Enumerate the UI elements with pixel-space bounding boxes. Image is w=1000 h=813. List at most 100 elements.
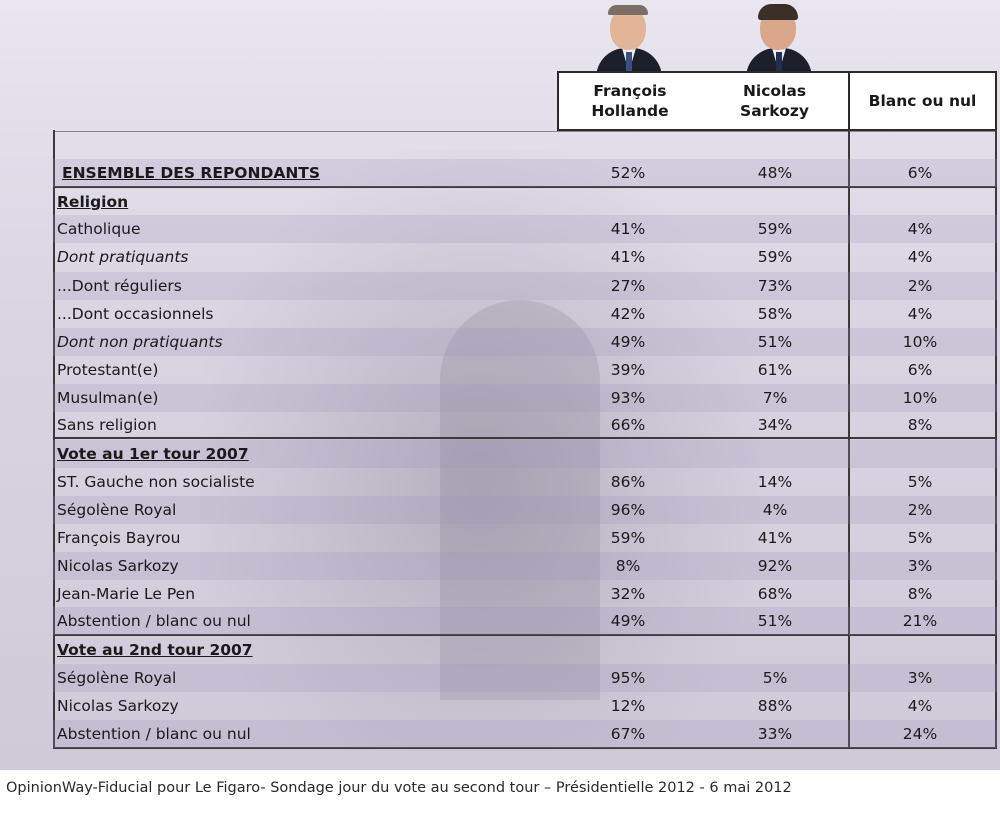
- row-label: Vote au 1er tour 2007: [57, 445, 249, 463]
- header-blanc-ou-nul: Blanc ou nul: [848, 71, 997, 131]
- sarkozy-value: [705, 636, 845, 664]
- top-rule: [53, 131, 997, 132]
- table-row: Abstention / blanc ou nul 67% 33% 24%: [53, 720, 997, 748]
- blanc-value: 5%: [907, 473, 933, 491]
- row-label: Ségolène Royal: [57, 669, 177, 687]
- sarkozy-value: 51%: [757, 612, 793, 630]
- table-row: Protestant(e) 39% 61% 6%: [53, 356, 997, 384]
- hollande-value: 41%: [610, 220, 646, 238]
- hollande-value: [558, 188, 698, 216]
- sarkozy-value: 68%: [757, 585, 793, 603]
- sarkozy-value: 4%: [762, 501, 788, 519]
- blanc-value: 2%: [907, 501, 933, 519]
- sarkozy-value: 58%: [757, 305, 793, 323]
- hollande-value: 49%: [610, 333, 646, 351]
- row-label: Jean-Marie Le Pen: [57, 585, 196, 603]
- blanc-value: 10%: [902, 389, 938, 407]
- bottom-border: [53, 747, 997, 749]
- section-row: Religion: [53, 188, 997, 216]
- hollande-value: 42%: [610, 305, 646, 323]
- sarkozy-value: 61%: [757, 361, 793, 379]
- blanc-value: 3%: [907, 669, 933, 687]
- sarkozy-value: [705, 188, 845, 216]
- sarkozy-value: 41%: [757, 529, 793, 547]
- row-label: Protestant(e): [57, 361, 159, 379]
- sarkozy-value: 5%: [762, 669, 788, 687]
- hollande-value: 86%: [610, 473, 646, 491]
- blanc-value: 4%: [907, 248, 933, 266]
- blanc-value: [850, 440, 990, 468]
- sarkozy-value: 59%: [757, 248, 793, 266]
- table-row: François Bayrou 59% 41% 5%: [53, 524, 997, 552]
- row-label: Abstention / blanc ou nul: [57, 612, 251, 630]
- sarkozy-value: 88%: [757, 697, 793, 715]
- table-row: Sans religion 66% 34% 8%: [53, 411, 997, 439]
- blanc-value: 8%: [907, 585, 933, 603]
- hollande-value: 39%: [610, 361, 646, 379]
- blanc-value: 4%: [907, 220, 933, 238]
- hollande-value: 67%: [610, 725, 646, 743]
- hollande-value: [558, 440, 698, 468]
- table-row: Nicolas Sarkozy 12% 88% 4%: [53, 692, 997, 720]
- table-row: Jean-Marie Le Pen 32% 68% 8%: [53, 580, 997, 608]
- blanc-value: [850, 188, 990, 216]
- right-border: [995, 130, 997, 749]
- hollande-value: 32%: [610, 585, 646, 603]
- blanc-value: 6%: [907, 361, 933, 379]
- row-label: François Bayrou: [57, 529, 181, 547]
- blanc-value: 8%: [907, 416, 933, 434]
- hollande-value: 93%: [610, 389, 646, 407]
- row-label: Religion: [57, 193, 129, 211]
- source-caption: OpinionWay-Fiducial pour Le Figaro- Sond…: [6, 780, 792, 796]
- table-row: ST. Gauche non socialiste 86% 14% 5%: [53, 468, 997, 496]
- row-label: Musulman(e): [57, 389, 159, 407]
- blanc-value: 21%: [902, 612, 938, 630]
- table-row: Ségolène Royal 96% 4% 2%: [53, 496, 997, 524]
- hollande-value: 95%: [610, 669, 646, 687]
- blanc-value: [850, 636, 990, 664]
- background-arch: [440, 300, 600, 700]
- sarkozy-value: 51%: [757, 333, 793, 351]
- portrait-hollande-icon: [594, 2, 664, 72]
- sarkozy-value: 73%: [757, 277, 793, 295]
- blanc-value: 5%: [907, 529, 933, 547]
- row-label: Vote au 2nd tour 2007: [57, 641, 253, 659]
- blanc-value: 4%: [907, 305, 933, 323]
- blanc-value: 24%: [902, 725, 938, 743]
- hollande-value: 12%: [610, 697, 646, 715]
- sarkozy-value: 34%: [757, 416, 793, 434]
- section-row: Vote au 1er tour 2007: [53, 440, 997, 468]
- hollande-value: 66%: [610, 416, 646, 434]
- hollande-value: 52%: [610, 164, 646, 182]
- sarkozy-value: 14%: [757, 473, 793, 491]
- row-label: ST. Gauche non socialiste: [57, 473, 255, 491]
- hollande-value: 41%: [610, 248, 646, 266]
- row-label: ENSEMBLE DES REPONDANTS: [62, 164, 321, 182]
- row-label: Dont pratiquants: [57, 248, 189, 266]
- sarkozy-value: 59%: [757, 220, 793, 238]
- sarkozy-value: 92%: [757, 557, 793, 575]
- blanc-value: 3%: [907, 557, 933, 575]
- blanc-value: 10%: [902, 333, 938, 351]
- table-row: Dont pratiquants 41% 59% 4%: [53, 243, 997, 271]
- table-row: Ségolène Royal 95% 5% 3%: [53, 664, 997, 692]
- hollande-value: 96%: [610, 501, 646, 519]
- row-label: Ségolène Royal: [57, 501, 177, 519]
- row-label: Sans religion: [57, 416, 157, 434]
- hollande-value: 49%: [610, 612, 646, 630]
- header-sarkozy: Nicolas Sarkozy: [701, 71, 850, 131]
- sarkozy-value: 33%: [757, 725, 793, 743]
- table-row: Nicolas Sarkozy 8% 92% 3%: [53, 552, 997, 580]
- table-row: ENSEMBLE DES REPONDANTS 52% 48% 6%: [53, 159, 997, 187]
- hollande-value: 27%: [610, 277, 646, 295]
- table-row: Dont non pratiquants 49% 51% 10%: [53, 328, 997, 356]
- table-row: ...Dont occasionnels 42% 58% 4%: [53, 300, 997, 328]
- table-row: Abstention / blanc ou nul 49% 51% 21%: [53, 607, 997, 635]
- divider-1er-tour: [53, 437, 997, 439]
- sarkozy-value: 7%: [762, 389, 788, 407]
- blanc-column-divider: [848, 130, 850, 749]
- table-row: Catholique 41% 59% 4%: [53, 215, 997, 243]
- sarkozy-value: [705, 440, 845, 468]
- row-label: ...Dont réguliers: [57, 277, 182, 295]
- blanc-value: 2%: [907, 277, 933, 295]
